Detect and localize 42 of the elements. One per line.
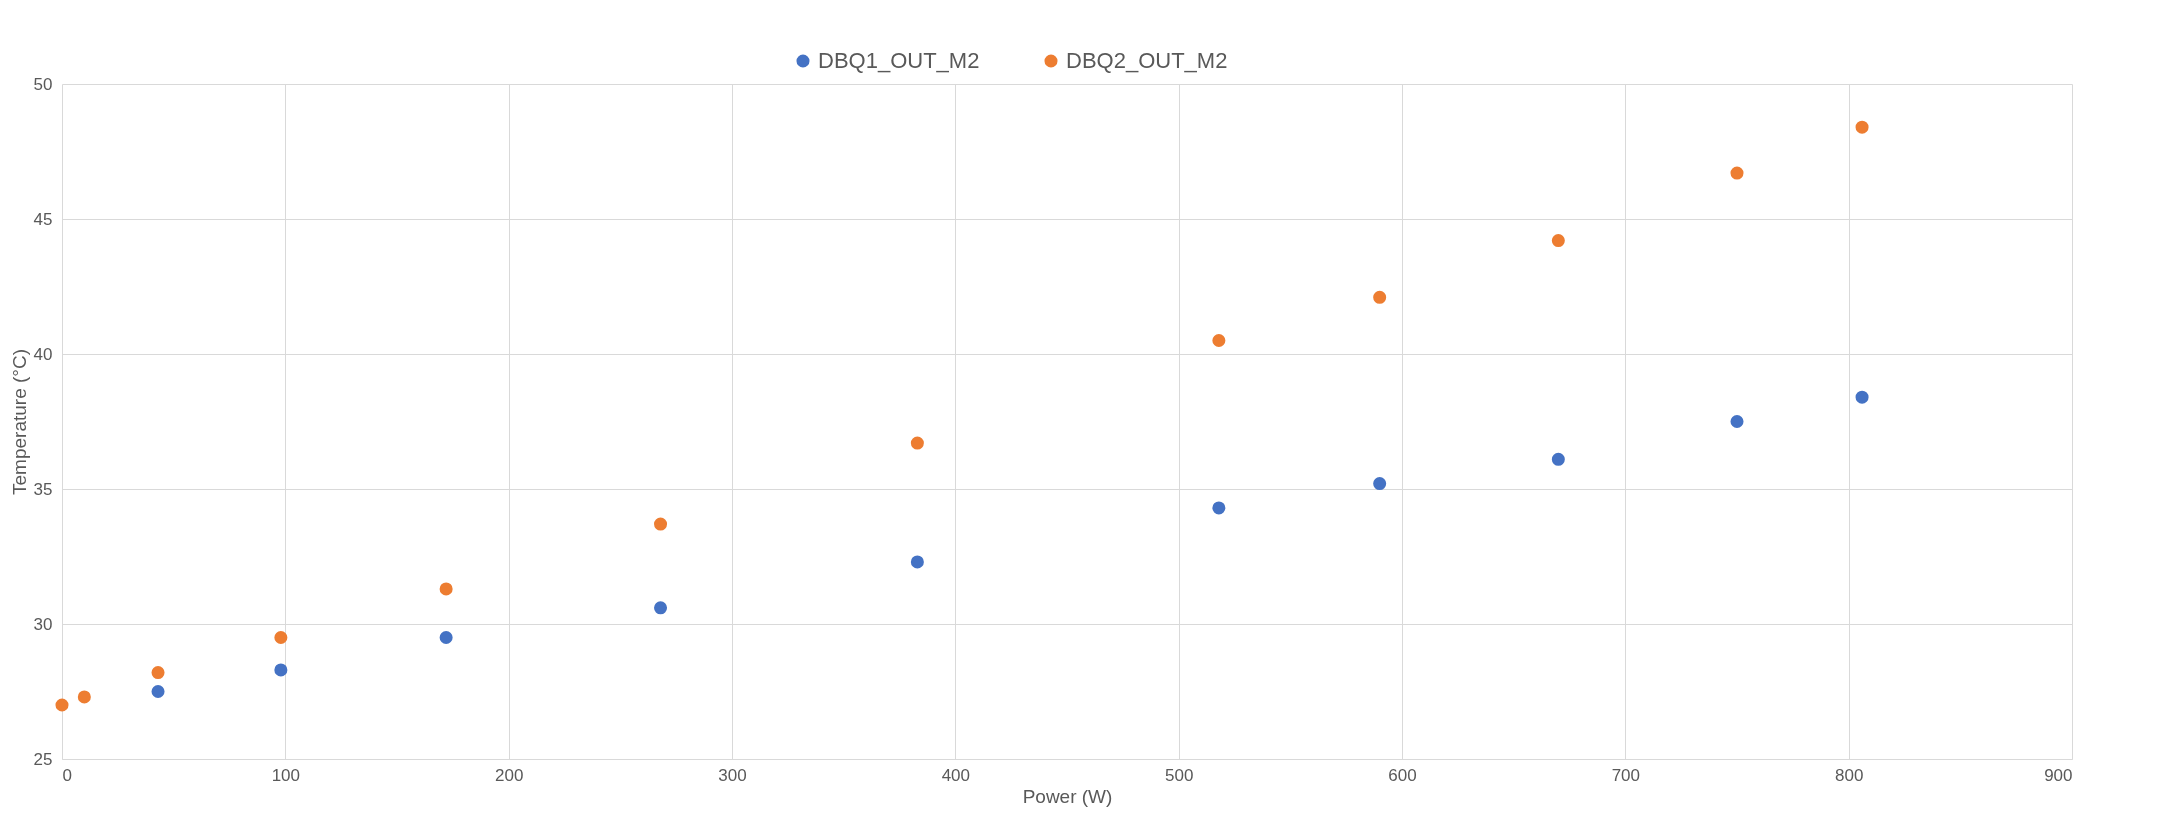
point xyxy=(274,630,288,645)
y-tick-label: 40 xyxy=(33,344,53,364)
x-tick-label: 400 xyxy=(941,765,971,785)
x-tick-label: 600 xyxy=(1388,765,1417,785)
x-tick-label: 300 xyxy=(718,765,747,785)
x-tick-label: 0 xyxy=(62,765,72,785)
point xyxy=(654,601,668,615)
point xyxy=(654,517,668,531)
x-tick-label: 200 xyxy=(494,765,524,785)
point xyxy=(274,663,288,677)
y-tick-label: 35 xyxy=(33,479,53,499)
point xyxy=(1730,166,1744,180)
x-tick-label: 800 xyxy=(1834,765,1864,785)
x-tick-label: 700 xyxy=(1611,765,1641,785)
point xyxy=(910,436,924,450)
point xyxy=(1373,290,1387,304)
y-tick-label: 30 xyxy=(33,614,53,634)
y-tick-label: 50 xyxy=(33,74,53,94)
x-axis-title: Power (W) xyxy=(1022,785,1113,807)
x-tick-label: 100 xyxy=(271,765,301,785)
point xyxy=(439,630,453,645)
point xyxy=(1551,234,1565,248)
y-tick-label: 25 xyxy=(33,749,53,769)
point xyxy=(439,582,453,596)
point xyxy=(1551,452,1565,466)
point xyxy=(151,684,165,699)
point xyxy=(1212,333,1226,348)
legend-label: DBQ1_OUT_M2 xyxy=(818,48,980,73)
point xyxy=(55,698,69,712)
y-tick-label: 45 xyxy=(33,209,53,229)
point xyxy=(1855,120,1869,134)
x-tick-label: 500 xyxy=(1164,765,1194,785)
point xyxy=(910,555,924,569)
point xyxy=(151,666,165,680)
point xyxy=(1212,501,1226,515)
point xyxy=(1855,390,1869,404)
legend-label: DBQ2_OUT_M2 xyxy=(1066,48,1228,73)
point xyxy=(1373,477,1387,491)
x-tick-label: 900 xyxy=(2044,765,2073,785)
point xyxy=(1730,414,1744,429)
y-axis-title: Temperature (°C) xyxy=(8,349,30,495)
point xyxy=(77,690,91,704)
